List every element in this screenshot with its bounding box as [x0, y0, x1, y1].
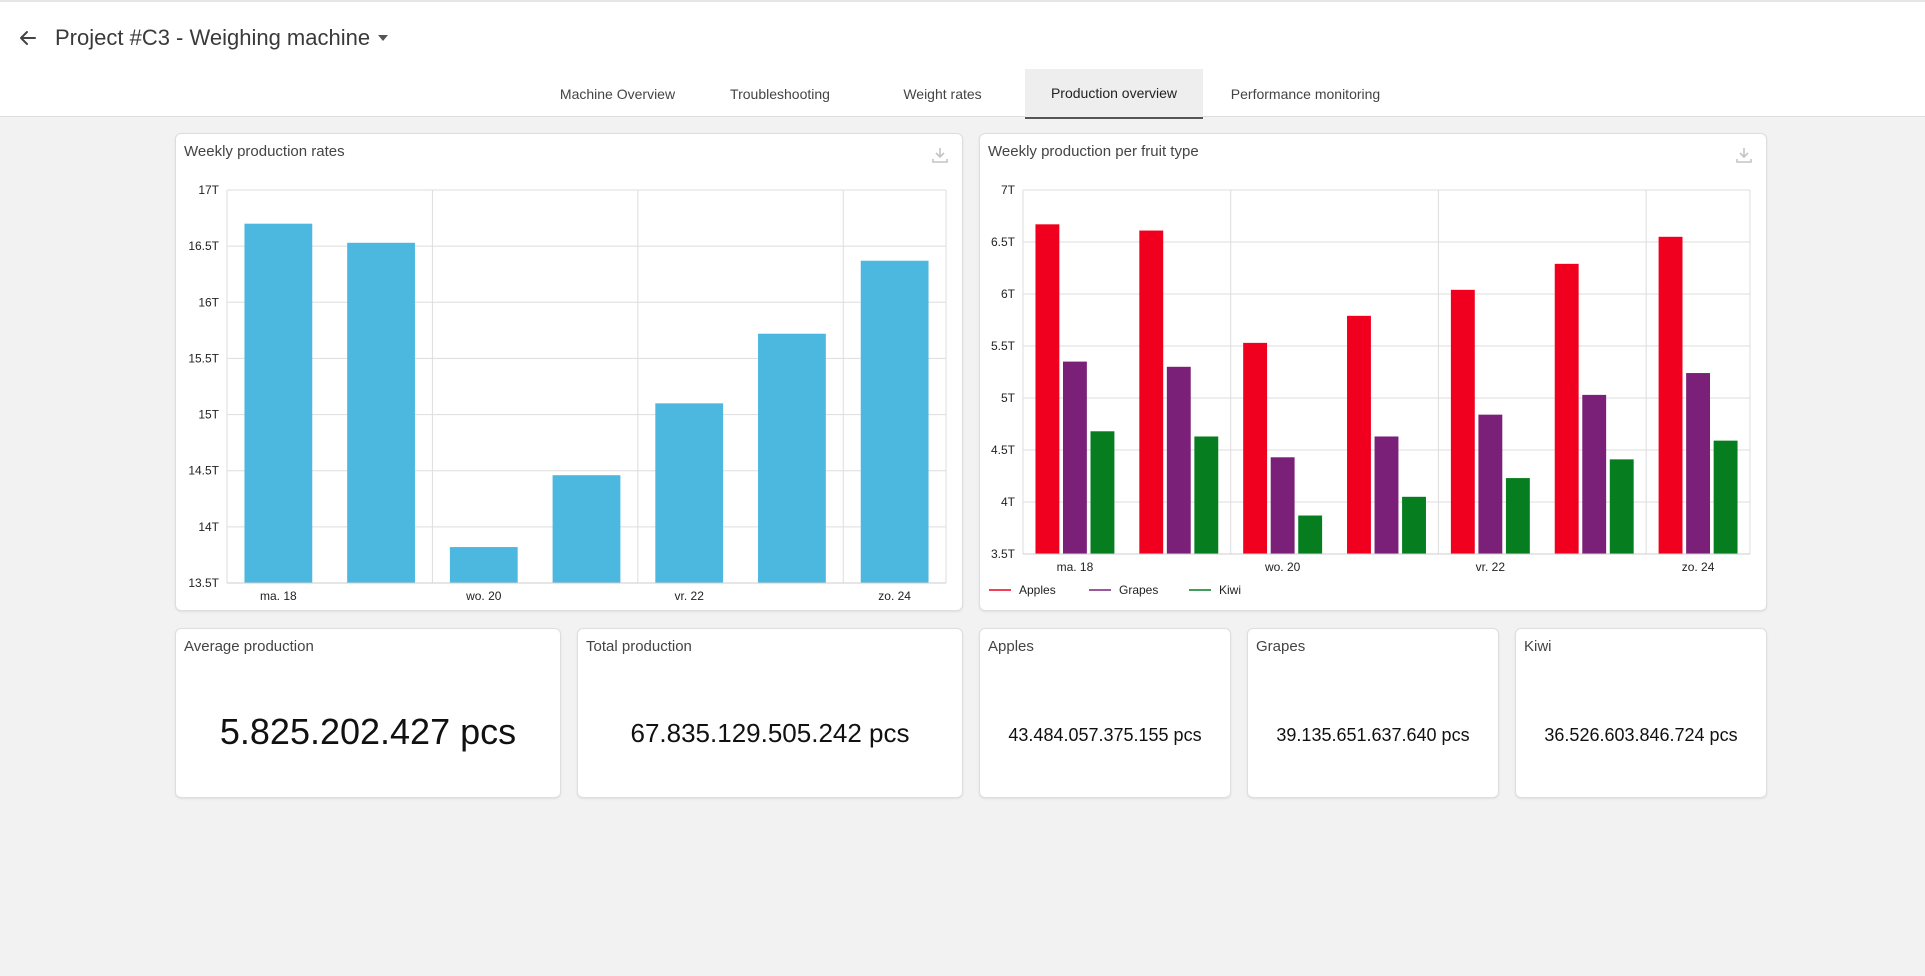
kiwi-card: Kiwi 36.526.603.846.724 pcs [1515, 628, 1767, 798]
bar-kiwi [1402, 496, 1426, 554]
tab-production-overview[interactable]: Production overview [1025, 69, 1203, 119]
y-tick-label: 7T [1001, 183, 1016, 197]
y-tick-label: 16T [198, 295, 219, 309]
stat-label: Average production [184, 638, 314, 655]
stat-value: 5.825.202.427 pcs [219, 711, 517, 752]
y-tick-label: 14.5T [188, 464, 219, 478]
stat-value: 36.526.603.846.724 pcs [1544, 725, 1738, 745]
tab-troubleshooting[interactable]: Troubleshooting [730, 86, 830, 102]
x-tick-label: wo. 20 [465, 589, 502, 603]
y-tick-label: 14T [198, 520, 219, 534]
y-tick-label: 6.5T [991, 235, 1016, 249]
top-bar: Project #C3 - Weighing machine Machine O… [0, 0, 1925, 119]
bar-apples [1450, 289, 1475, 554]
bar [552, 475, 621, 583]
total-production-card: Total production 67.835.129.505.242 pcs [577, 628, 963, 798]
bar-grapes [1166, 366, 1191, 554]
bar-apples [1347, 315, 1371, 554]
bar-grapes [1582, 394, 1607, 554]
x-tick-label: wo. 20 [1264, 560, 1301, 574]
legend-label: Grapes [1119, 583, 1158, 597]
download-icon[interactable] [1734, 145, 1754, 165]
chart-title: Weekly production rates [184, 143, 345, 160]
bar [860, 260, 929, 583]
bar [244, 223, 313, 583]
bar-apples [1139, 230, 1164, 554]
y-tick-label: 15.5T [188, 351, 219, 365]
stat-value: 67.835.129.505.242 pcs [630, 718, 910, 748]
stat-label: Total production [586, 638, 692, 655]
y-tick-label: 3.5T [991, 547, 1016, 561]
y-tick-label: 6T [1001, 287, 1016, 301]
page-title: Project #C3 - Weighing machine [55, 25, 371, 50]
bar-grapes [1374, 436, 1399, 554]
bar-grapes [1062, 361, 1087, 554]
project-selector[interactable]: Project #C3 - Weighing machine [55, 22, 389, 54]
y-tick-label: 16.5T [188, 239, 219, 253]
bar-grapes [1478, 414, 1503, 554]
legend-label: Apples [1019, 583, 1056, 597]
bar [758, 333, 826, 583]
apples-card: Apples 43.484.057.375.155 pcs [979, 628, 1231, 798]
bar [347, 242, 415, 583]
x-tick-label: ma. 18 [260, 589, 297, 603]
caret-down-icon [378, 35, 389, 41]
tab-bar: Machine Overview Troubleshooting Weight … [0, 69, 1925, 119]
arrow-left-icon [20, 31, 36, 45]
y-tick-label: 4.5T [991, 443, 1016, 457]
weekly-production-rates-card: 13.5T 14T 14.5T 15T 15.5T 16T 16.5T 17T ma. 18 wo… [175, 133, 963, 611]
bar-apples [1658, 236, 1683, 555]
back-button[interactable] [14, 24, 42, 52]
bar-apples [1035, 224, 1060, 554]
grapes-card: Grapes 39.135.651.637.640 pcs [1247, 628, 1499, 798]
stat-value: 43.484.057.375.155 pcs [1008, 725, 1202, 745]
y-tick-label: 13.5T [188, 576, 219, 590]
tab-performance-monitoring[interactable]: Performance monitoring [1230, 86, 1381, 102]
weekly-production-per-fruit-card: 3.5T 4T 4.5T 5T 5.5T 6T 6.5T 7T ma. 18 wo. 20 vr. … [979, 133, 1767, 611]
bar-grapes [1686, 373, 1711, 554]
y-tick-label: 5.5T [991, 339, 1016, 353]
y-tick-label: 5T [1001, 391, 1016, 405]
bar-grapes [1270, 457, 1295, 554]
legend-label: Kiwi [1219, 583, 1241, 597]
bar [449, 547, 518, 583]
download-icon[interactable] [930, 145, 950, 165]
weekly-production-per-fruit-chart: 3.5T 4T 4.5T 5T 5.5T 6T 6.5T 7T ma. 18 wo. 20 vr. … [989, 183, 1751, 597]
x-tick-label: vr. 22 [1476, 560, 1506, 574]
y-tick-label: 4T [1001, 495, 1016, 509]
x-tick-label: zo. 24 [878, 589, 911, 603]
weekly-production-rates-chart: 13.5T 14T 14.5T 15T 15.5T 16T 16.5T 17T ma. 18 wo… [188, 183, 947, 603]
x-tick-label: vr. 22 [675, 589, 705, 603]
x-tick-label: zo. 24 [1682, 560, 1715, 574]
stat-label: Apples [988, 638, 1034, 655]
bar-kiwi [1194, 436, 1219, 554]
stat-label: Kiwi [1524, 638, 1552, 655]
average-production-card: Average production 5.825.202.427 pcs [175, 628, 561, 798]
y-tick-label: 17T [198, 183, 219, 197]
bar-apples [1243, 342, 1268, 554]
bar-kiwi [1505, 478, 1530, 554]
bar [655, 403, 724, 583]
tab-weight-rates[interactable]: Weight rates [903, 86, 982, 102]
bar-kiwi [1609, 459, 1634, 554]
tab-machine-overview[interactable]: Machine Overview [559, 86, 676, 102]
chart-title: Weekly production per fruit type [988, 143, 1199, 160]
bar-apples [1554, 263, 1579, 554]
bar-kiwi [1713, 440, 1738, 554]
bar-kiwi [1298, 515, 1323, 554]
stat-value: 39.135.651.637.640 pcs [1276, 725, 1470, 745]
y-tick-label: 15T [198, 408, 219, 422]
x-tick-label: ma. 18 [1057, 560, 1094, 574]
stat-label: Grapes [1256, 638, 1306, 655]
bar-kiwi [1090, 431, 1115, 554]
